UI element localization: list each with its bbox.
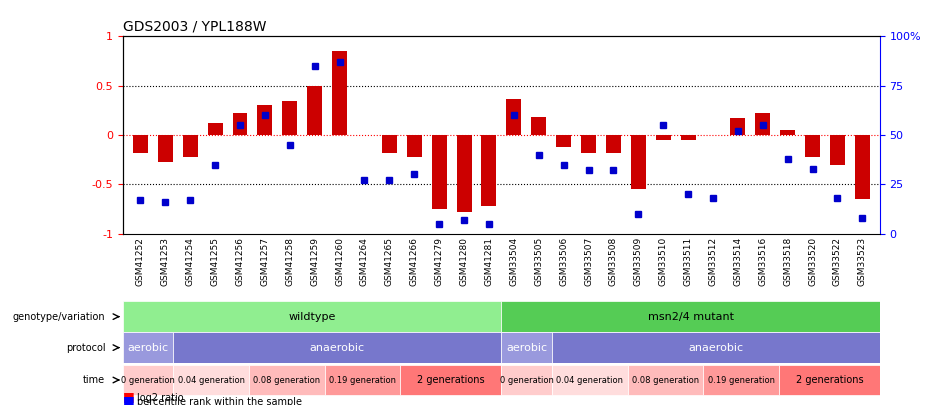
- Bar: [183, 135, 198, 157]
- FancyBboxPatch shape: [501, 301, 880, 332]
- Text: GSM33504: GSM33504: [509, 237, 518, 286]
- Bar: [257, 105, 272, 135]
- Bar: [282, 100, 297, 135]
- FancyBboxPatch shape: [400, 365, 501, 395]
- Bar: [606, 135, 621, 153]
- Bar: [780, 130, 796, 135]
- Text: 0.19 generation: 0.19 generation: [329, 375, 396, 384]
- Text: GSM33516: GSM33516: [759, 237, 767, 286]
- Text: percentile rank within the sample: percentile rank within the sample: [137, 397, 302, 405]
- Text: log2 ratio: log2 ratio: [137, 393, 184, 403]
- Bar: [631, 135, 646, 189]
- Bar: [133, 135, 148, 153]
- Text: time: time: [83, 375, 105, 385]
- Bar: [307, 86, 323, 135]
- Text: 2 generations: 2 generations: [417, 375, 484, 385]
- Bar: [382, 135, 396, 153]
- Bar: [233, 113, 248, 135]
- Text: aerobic: aerobic: [506, 343, 547, 353]
- FancyBboxPatch shape: [552, 332, 880, 363]
- Text: GSM41266: GSM41266: [410, 237, 419, 286]
- Text: GSM41256: GSM41256: [236, 237, 244, 286]
- FancyBboxPatch shape: [123, 365, 173, 395]
- Text: anaerobic: anaerobic: [689, 343, 744, 353]
- Text: GSM41254: GSM41254: [185, 237, 195, 286]
- Text: GSM33512: GSM33512: [709, 237, 717, 286]
- Text: GSM33511: GSM33511: [684, 237, 692, 286]
- Text: GDS2003 / YPL188W: GDS2003 / YPL188W: [123, 20, 267, 34]
- Bar: [506, 98, 521, 135]
- Bar: [207, 123, 222, 135]
- Bar: [855, 135, 869, 199]
- Text: 0.08 generation: 0.08 generation: [254, 375, 321, 384]
- Bar: [431, 135, 447, 209]
- Text: GSM33522: GSM33522: [833, 237, 842, 286]
- FancyBboxPatch shape: [501, 365, 552, 395]
- Text: GSM41280: GSM41280: [460, 237, 468, 286]
- Bar: [755, 113, 770, 135]
- Text: GSM41279: GSM41279: [434, 237, 444, 286]
- Text: GSM41258: GSM41258: [286, 237, 294, 286]
- Text: GSM41255: GSM41255: [211, 237, 219, 286]
- Bar: [730, 118, 745, 135]
- FancyBboxPatch shape: [779, 365, 880, 395]
- FancyBboxPatch shape: [552, 365, 627, 395]
- Text: GSM41260: GSM41260: [335, 237, 344, 286]
- Bar: [805, 135, 820, 157]
- Text: 0 generation: 0 generation: [499, 375, 553, 384]
- Bar: [158, 135, 173, 162]
- Text: GSM33509: GSM33509: [634, 237, 642, 286]
- Text: GSM33523: GSM33523: [858, 237, 867, 286]
- Bar: [581, 135, 596, 153]
- Text: aerobic: aerobic: [128, 343, 168, 353]
- Text: 0.19 generation: 0.19 generation: [708, 375, 775, 384]
- Bar: [457, 135, 471, 212]
- Text: GSM41264: GSM41264: [360, 237, 369, 286]
- Bar: [482, 135, 497, 206]
- Bar: [332, 51, 347, 135]
- Text: 2 generations: 2 generations: [796, 375, 863, 385]
- Bar: [680, 135, 695, 140]
- Bar: [407, 135, 422, 157]
- FancyBboxPatch shape: [501, 332, 552, 363]
- Bar: [830, 135, 845, 164]
- Text: GSM41257: GSM41257: [260, 237, 270, 286]
- Bar: [532, 117, 546, 135]
- FancyBboxPatch shape: [324, 365, 400, 395]
- FancyBboxPatch shape: [249, 365, 324, 395]
- Bar: [556, 135, 571, 147]
- Text: GSM33510: GSM33510: [658, 237, 668, 286]
- Text: GSM33506: GSM33506: [559, 237, 569, 286]
- FancyBboxPatch shape: [123, 301, 501, 332]
- Text: ■: ■: [123, 390, 134, 403]
- Text: GSM41259: GSM41259: [310, 237, 319, 286]
- Text: GSM41252: GSM41252: [136, 237, 145, 286]
- Text: GSM33514: GSM33514: [733, 237, 743, 286]
- Text: 0.08 generation: 0.08 generation: [632, 375, 699, 384]
- Text: GSM33518: GSM33518: [783, 237, 792, 286]
- Text: anaerobic: anaerobic: [310, 343, 365, 353]
- Text: 0.04 generation: 0.04 generation: [178, 375, 245, 384]
- Text: GSM41265: GSM41265: [385, 237, 394, 286]
- Text: GSM41281: GSM41281: [484, 237, 494, 286]
- Text: wildtype: wildtype: [289, 311, 336, 322]
- Text: GSM33505: GSM33505: [534, 237, 543, 286]
- Text: protocol: protocol: [65, 343, 105, 353]
- Text: GSM33508: GSM33508: [609, 237, 618, 286]
- Text: 0.04 generation: 0.04 generation: [556, 375, 623, 384]
- FancyBboxPatch shape: [123, 332, 173, 363]
- Text: msn2/4 mutant: msn2/4 mutant: [648, 311, 733, 322]
- Text: GSM33507: GSM33507: [584, 237, 593, 286]
- FancyBboxPatch shape: [173, 365, 249, 395]
- Text: 0 generation: 0 generation: [121, 375, 175, 384]
- FancyBboxPatch shape: [173, 332, 501, 363]
- Text: GSM33520: GSM33520: [808, 237, 817, 286]
- FancyBboxPatch shape: [703, 365, 779, 395]
- Text: GSM41253: GSM41253: [161, 237, 169, 286]
- FancyBboxPatch shape: [627, 365, 703, 395]
- Text: genotype/variation: genotype/variation: [12, 311, 105, 322]
- Bar: [656, 135, 671, 140]
- Text: ■: ■: [123, 394, 134, 405]
